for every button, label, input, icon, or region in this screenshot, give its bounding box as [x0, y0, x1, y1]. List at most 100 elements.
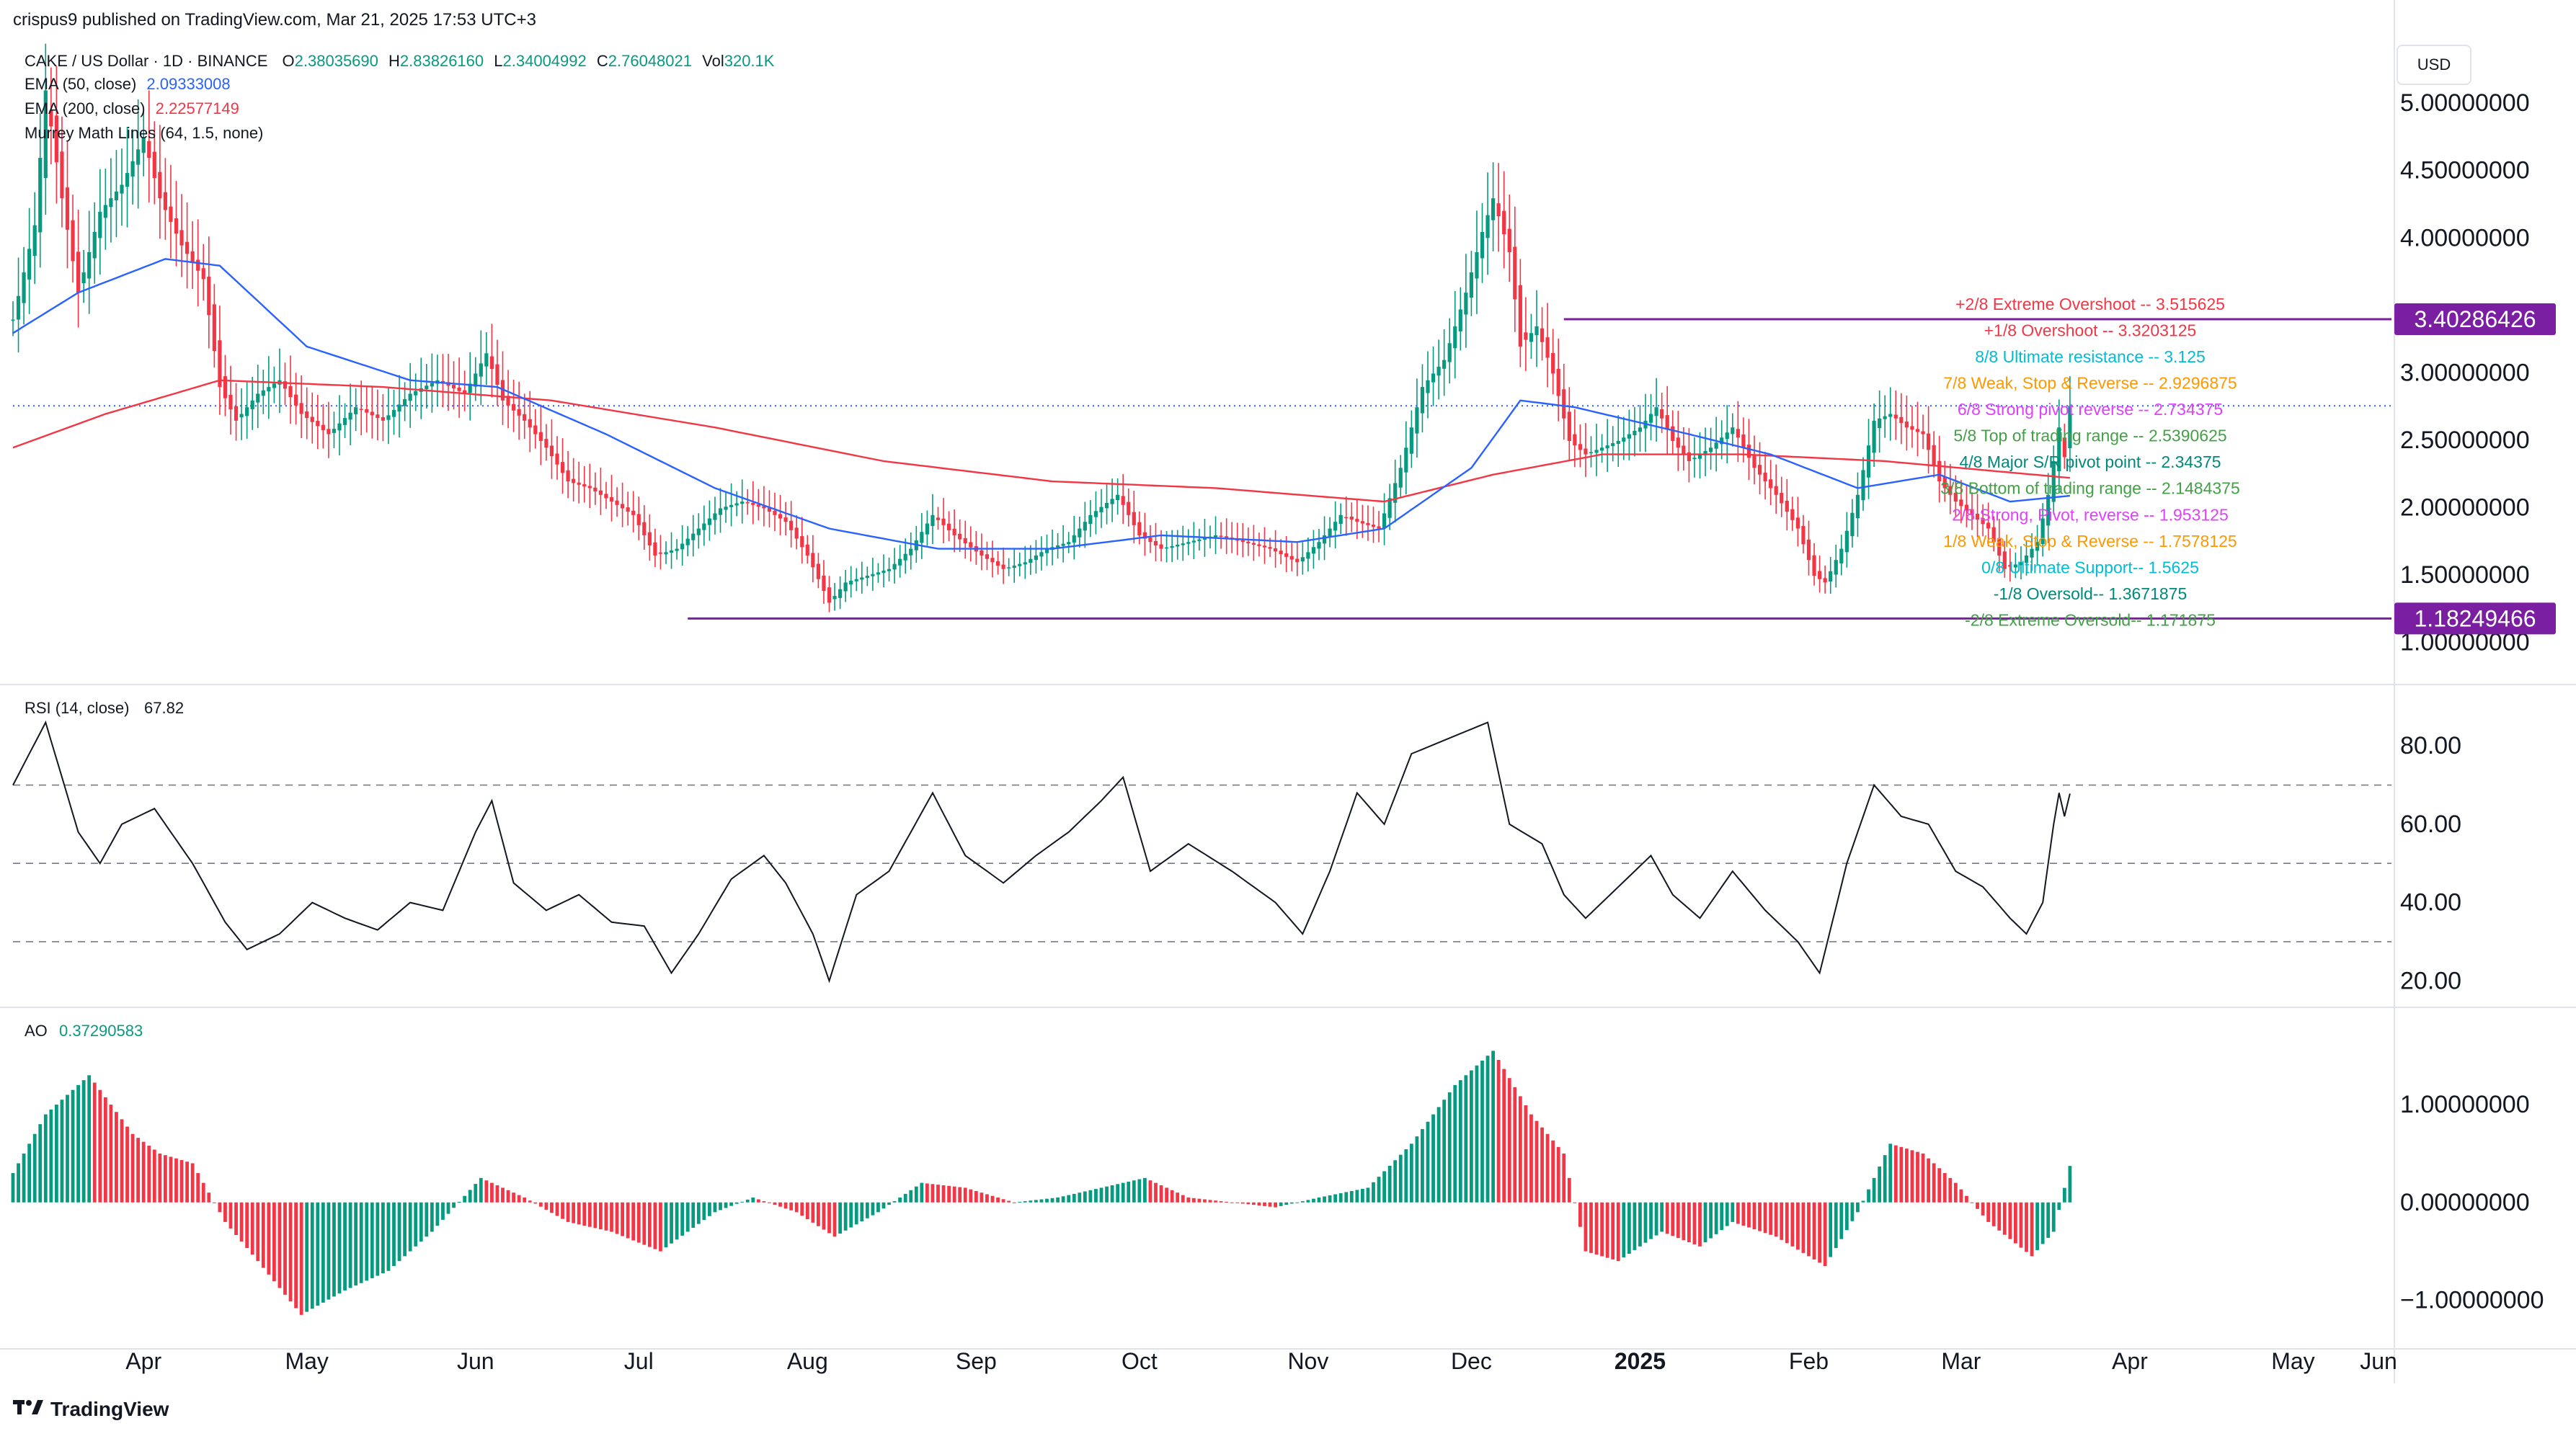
- ao-bar[interactable]: [604, 1202, 608, 1231]
- ao-bar[interactable]: [528, 1200, 532, 1203]
- candle[interactable]: [560, 462, 565, 473]
- candle[interactable]: [2019, 562, 2023, 566]
- ao-bar[interactable]: [1578, 1202, 1582, 1227]
- ao-bar[interactable]: [1932, 1163, 1936, 1203]
- candle[interactable]: [1387, 498, 1392, 518]
- ao-bar[interactable]: [1545, 1133, 1550, 1203]
- ao-bar[interactable]: [1801, 1202, 1806, 1253]
- candle[interactable]: [1219, 535, 1223, 537]
- ao-bar[interactable]: [1518, 1096, 1522, 1203]
- candle[interactable]: [1959, 499, 1963, 507]
- candle[interactable]: [1213, 535, 1218, 538]
- candle[interactable]: [474, 373, 478, 387]
- ao-bar[interactable]: [550, 1202, 554, 1213]
- candle[interactable]: [1083, 522, 1087, 531]
- ao-bar[interactable]: [425, 1202, 429, 1237]
- candle[interactable]: [174, 218, 179, 234]
- candle[interactable]: [740, 501, 745, 504]
- candle[interactable]: [1573, 434, 1577, 446]
- candle[interactable]: [1529, 333, 1534, 342]
- candle[interactable]: [1671, 426, 1675, 441]
- ao-bar[interactable]: [1540, 1127, 1544, 1203]
- candle[interactable]: [1622, 437, 1626, 442]
- ao-bar[interactable]: [43, 1114, 48, 1203]
- ao-bar[interactable]: [1382, 1171, 1386, 1203]
- candle[interactable]: [179, 230, 184, 246]
- ao-bar[interactable]: [1328, 1195, 1332, 1203]
- ao-bar[interactable]: [201, 1182, 205, 1203]
- candle[interactable]: [990, 558, 995, 563]
- candle[interactable]: [1360, 521, 1364, 524]
- candle[interactable]: [16, 295, 21, 320]
- candle[interactable]: [2008, 565, 2012, 567]
- candle[interactable]: [386, 415, 391, 420]
- candle[interactable]: [1349, 517, 1354, 520]
- ao-bar[interactable]: [1600, 1202, 1604, 1257]
- ao-bar[interactable]: [680, 1202, 685, 1236]
- candle[interactable]: [1790, 509, 1795, 520]
- ao-bar[interactable]: [452, 1202, 456, 1208]
- ao-bar[interactable]: [1366, 1187, 1370, 1203]
- candle[interactable]: [2057, 427, 2061, 472]
- candle[interactable]: [1420, 387, 1425, 414]
- ao-bar[interactable]: [256, 1202, 260, 1262]
- ao-bar[interactable]: [1464, 1075, 1468, 1203]
- rsi-line[interactable]: [12, 720, 2071, 984]
- candle[interactable]: [854, 579, 858, 581]
- ao-bar[interactable]: [876, 1202, 880, 1213]
- candle[interactable]: [365, 409, 369, 413]
- candle[interactable]: [1012, 566, 1016, 569]
- candle[interactable]: [408, 393, 412, 401]
- ao-bar[interactable]: [805, 1202, 809, 1220]
- candle[interactable]: [2024, 555, 2029, 563]
- ao-bar[interactable]: [1703, 1202, 1707, 1243]
- ao-bar[interactable]: [1333, 1194, 1338, 1203]
- candle[interactable]: [963, 538, 967, 544]
- ao-bar[interactable]: [1159, 1185, 1163, 1203]
- ao-pane[interactable]: AO 0.37290583: [11, 1022, 2072, 1315]
- ao-bar[interactable]: [1665, 1202, 1669, 1234]
- candle[interactable]: [71, 220, 75, 262]
- candle[interactable]: [414, 391, 418, 396]
- candle[interactable]: [1507, 228, 1511, 252]
- ao-bar[interactable]: [376, 1202, 380, 1276]
- candle[interactable]: [566, 470, 570, 482]
- ao-bar[interactable]: [1088, 1190, 1093, 1203]
- ao-bar[interactable]: [533, 1202, 538, 1204]
- ao-bar[interactable]: [1856, 1202, 1860, 1213]
- candle[interactable]: [332, 429, 337, 433]
- candle[interactable]: [523, 414, 527, 421]
- candle[interactable]: [2062, 437, 2066, 458]
- ao-bar[interactable]: [2068, 1166, 2072, 1203]
- ao-bar[interactable]: [2046, 1202, 2051, 1238]
- ao-bar[interactable]: [1067, 1195, 1071, 1203]
- candle[interactable]: [849, 581, 853, 585]
- candle[interactable]: [1866, 445, 1871, 478]
- candle[interactable]: [1039, 552, 1044, 557]
- ao-bar[interactable]: [207, 1192, 211, 1203]
- candle[interactable]: [881, 571, 886, 574]
- candle[interactable]: [87, 252, 92, 279]
- candle[interactable]: [1371, 525, 1376, 527]
- ao-bar[interactable]: [1246, 1202, 1251, 1205]
- ao-bar[interactable]: [1643, 1202, 1648, 1243]
- candle[interactable]: [130, 161, 135, 177]
- ao-bar[interactable]: [1899, 1146, 1904, 1203]
- ao-bar[interactable]: [1812, 1202, 1816, 1260]
- ao-bar[interactable]: [783, 1202, 788, 1209]
- ao-bar[interactable]: [538, 1202, 543, 1207]
- ao-bar[interactable]: [2030, 1202, 2034, 1257]
- candle[interactable]: [800, 536, 804, 548]
- ao-bar[interactable]: [435, 1202, 440, 1226]
- candle[interactable]: [245, 407, 249, 416]
- candle[interactable]: [27, 249, 32, 280]
- ao-bar[interactable]: [696, 1202, 701, 1224]
- ao-bar[interactable]: [832, 1202, 837, 1237]
- ao-bar[interactable]: [1154, 1182, 1158, 1203]
- candle[interactable]: [1981, 518, 1985, 525]
- candle[interactable]: [969, 542, 973, 548]
- ao-bar[interactable]: [1671, 1202, 1675, 1236]
- candle[interactable]: [794, 527, 799, 539]
- candle[interactable]: [76, 251, 81, 293]
- candle[interactable]: [1502, 210, 1506, 235]
